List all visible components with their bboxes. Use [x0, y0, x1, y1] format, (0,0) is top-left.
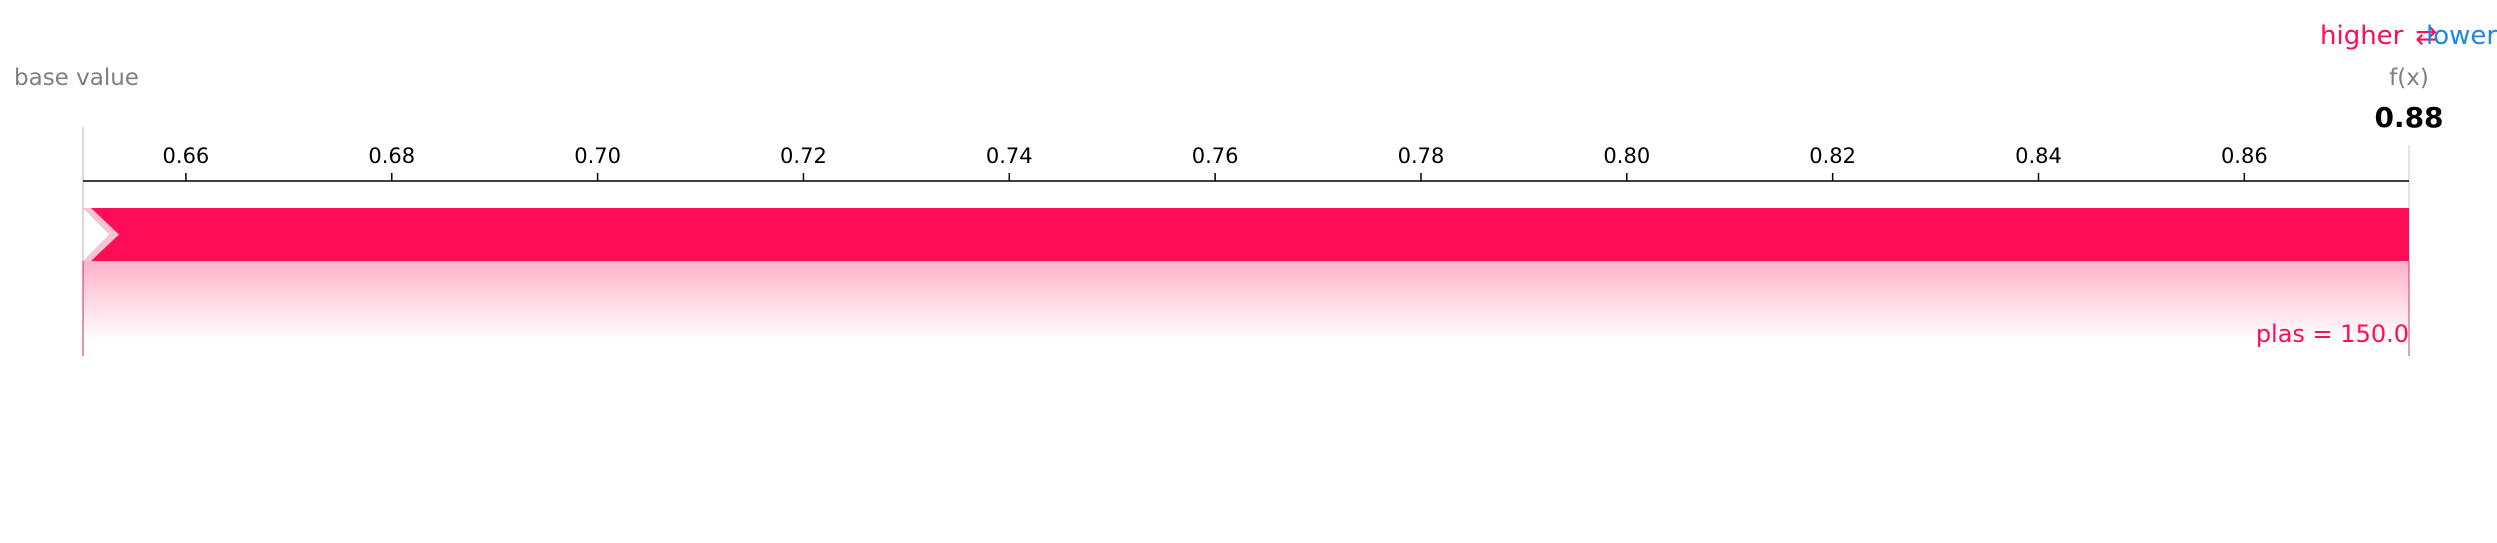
- axis-tick-label: 0.78: [1398, 144, 1445, 168]
- fx-label: f(x): [2389, 65, 2429, 91]
- axis-tick-label: 0.76: [1192, 144, 1239, 168]
- feature-bar: [83, 208, 2409, 261]
- axis-tick-label: 0.74: [986, 144, 1033, 168]
- axis-tick-label: 0.84: [2015, 144, 2062, 168]
- axis-tick-label: 0.70: [574, 144, 621, 168]
- axis-tick-label: 0.80: [1603, 144, 1650, 168]
- output-value: 0.88: [2374, 101, 2443, 134]
- feature-shadow: [83, 261, 2409, 341]
- axis-tick-label: 0.68: [368, 144, 415, 168]
- axis-tick-label: 0.82: [1809, 144, 1856, 168]
- feature-bars: plas = 150.0: [82, 208, 2410, 356]
- axis-ticks: 0.66 0.68 0.70 0.72 0.74 0.76 0.78 0.80 0.82 0.84…: [163, 144, 2268, 181]
- legend-higher-label: higher: [2320, 21, 2404, 51]
- legend-lower-label: lower: [2426, 21, 2497, 51]
- base-value-label: base value: [14, 65, 139, 91]
- legend-arrow-icon: ⇄: [2415, 21, 2437, 51]
- axis-tick-label: 0.86: [2221, 144, 2268, 168]
- axis-tick-label: 0.66: [163, 144, 210, 168]
- feature-bar-chevron: [83, 208, 119, 261]
- feature-label: plas = 150.0: [2256, 320, 2409, 348]
- axis-tick-label: 0.72: [780, 144, 827, 168]
